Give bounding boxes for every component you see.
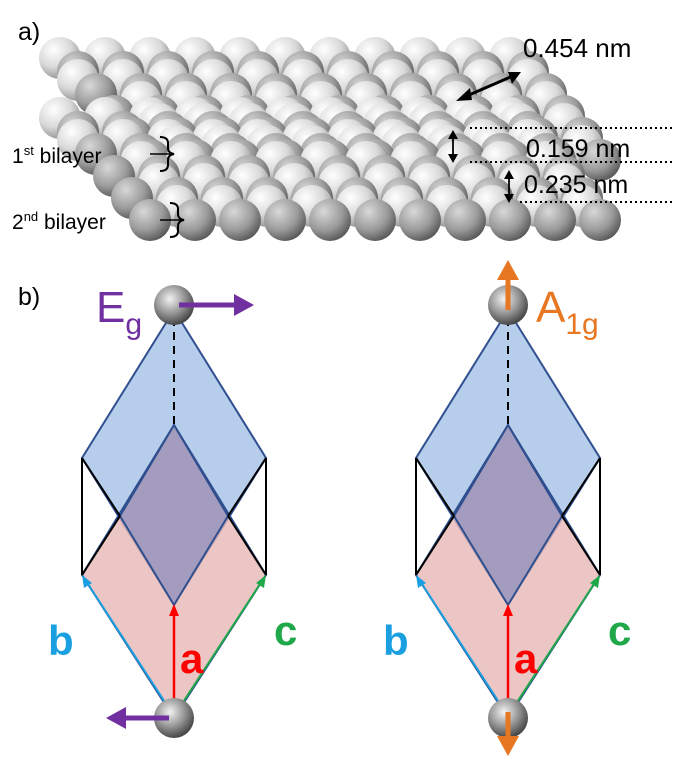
vector-c	[173, 580, 263, 717]
vector-c-label-right: c	[608, 607, 631, 654]
inner-edge-left-low	[415, 515, 455, 576]
dotted-reference-lines	[470, 127, 672, 203]
vector-a-label-left: a	[180, 635, 204, 682]
inner-edge-left	[81, 457, 121, 517]
bi-atom	[579, 199, 621, 241]
interbilayer-gap-label: 0.235 nm	[524, 171, 628, 199]
vector-b-label-right: b	[383, 617, 409, 664]
vector-a-label-right: a	[514, 635, 538, 682]
inner-edge-right	[227, 457, 267, 517]
eg-displacement-top-head	[234, 294, 254, 316]
inner-edge-left-low	[81, 515, 121, 576]
bismuth-lattice-slab	[39, 37, 621, 241]
vector-b-label-left: b	[48, 617, 74, 664]
bilayer-thickness-label: 0.159 nm	[526, 135, 630, 163]
bi-atom	[264, 199, 306, 241]
vector-b	[419, 580, 509, 717]
panel-b-label: b)	[18, 283, 40, 311]
a1g-mode-subscript: 1g	[565, 308, 598, 341]
bi-atom	[129, 199, 171, 241]
bi-atom	[444, 199, 486, 241]
vector-c-head	[256, 575, 266, 588]
vector-c	[507, 580, 597, 717]
unit-cell-a1g	[414, 260, 602, 756]
bi-atom	[399, 199, 441, 241]
panel-a-label: a)	[18, 18, 40, 46]
bottom-atom	[154, 698, 194, 738]
second-bilayer-superscript: nd	[24, 209, 38, 224]
a1g-mode-label: A1g	[536, 283, 599, 341]
inner-edge-right	[561, 457, 601, 517]
second-bilayer-label: 2nd bilayer	[12, 209, 106, 234]
a1g-displacement-top-head	[497, 260, 519, 280]
eg-displacement-bottom-head	[106, 707, 126, 729]
bi-atom	[174, 199, 216, 241]
lattice-constant-arrow	[456, 72, 521, 101]
first-bilayer-word: bilayer	[34, 145, 102, 168]
bi-atom	[309, 199, 351, 241]
second-bilayer-word: bilayer	[38, 211, 106, 234]
interbilayer-gap-arrow	[504, 170, 514, 203]
inner-edge-right-low	[227, 515, 267, 576]
top-atom	[154, 285, 194, 325]
bi-atom	[354, 199, 396, 241]
unit-cell-eg	[80, 285, 268, 738]
bi-atom	[534, 199, 576, 241]
eg-mode-label: Eg	[96, 283, 142, 341]
vector-a-head	[503, 604, 513, 616]
inner-edge-right-low	[561, 515, 601, 576]
eg-mode-base: E	[96, 283, 125, 332]
vector-b-head	[82, 575, 92, 588]
vector-c-label-left: c	[274, 607, 297, 654]
vector-c-head	[590, 575, 600, 588]
bi-atom	[579, 139, 621, 181]
lattice-constant-label: 0.454 nm	[523, 33, 631, 63]
a1g-displacement-bottom-head	[497, 736, 519, 756]
vector-b	[85, 580, 175, 717]
bilayer-thickness-arrow	[448, 130, 458, 163]
first-bilayer-label: 1st bilayer	[12, 143, 102, 168]
first-bilayer-superscript: st	[24, 143, 35, 158]
bi-atom	[219, 199, 261, 241]
bi-atom	[489, 199, 531, 241]
eg-mode-subscript: g	[125, 308, 142, 341]
second-bilayer-number: 2	[12, 211, 24, 234]
vector-b-head	[416, 575, 426, 588]
first-bilayer-number: 1	[12, 145, 24, 168]
a1g-mode-base: A	[536, 283, 566, 332]
vector-a-head	[169, 604, 179, 616]
inner-edge-left	[415, 457, 455, 517]
